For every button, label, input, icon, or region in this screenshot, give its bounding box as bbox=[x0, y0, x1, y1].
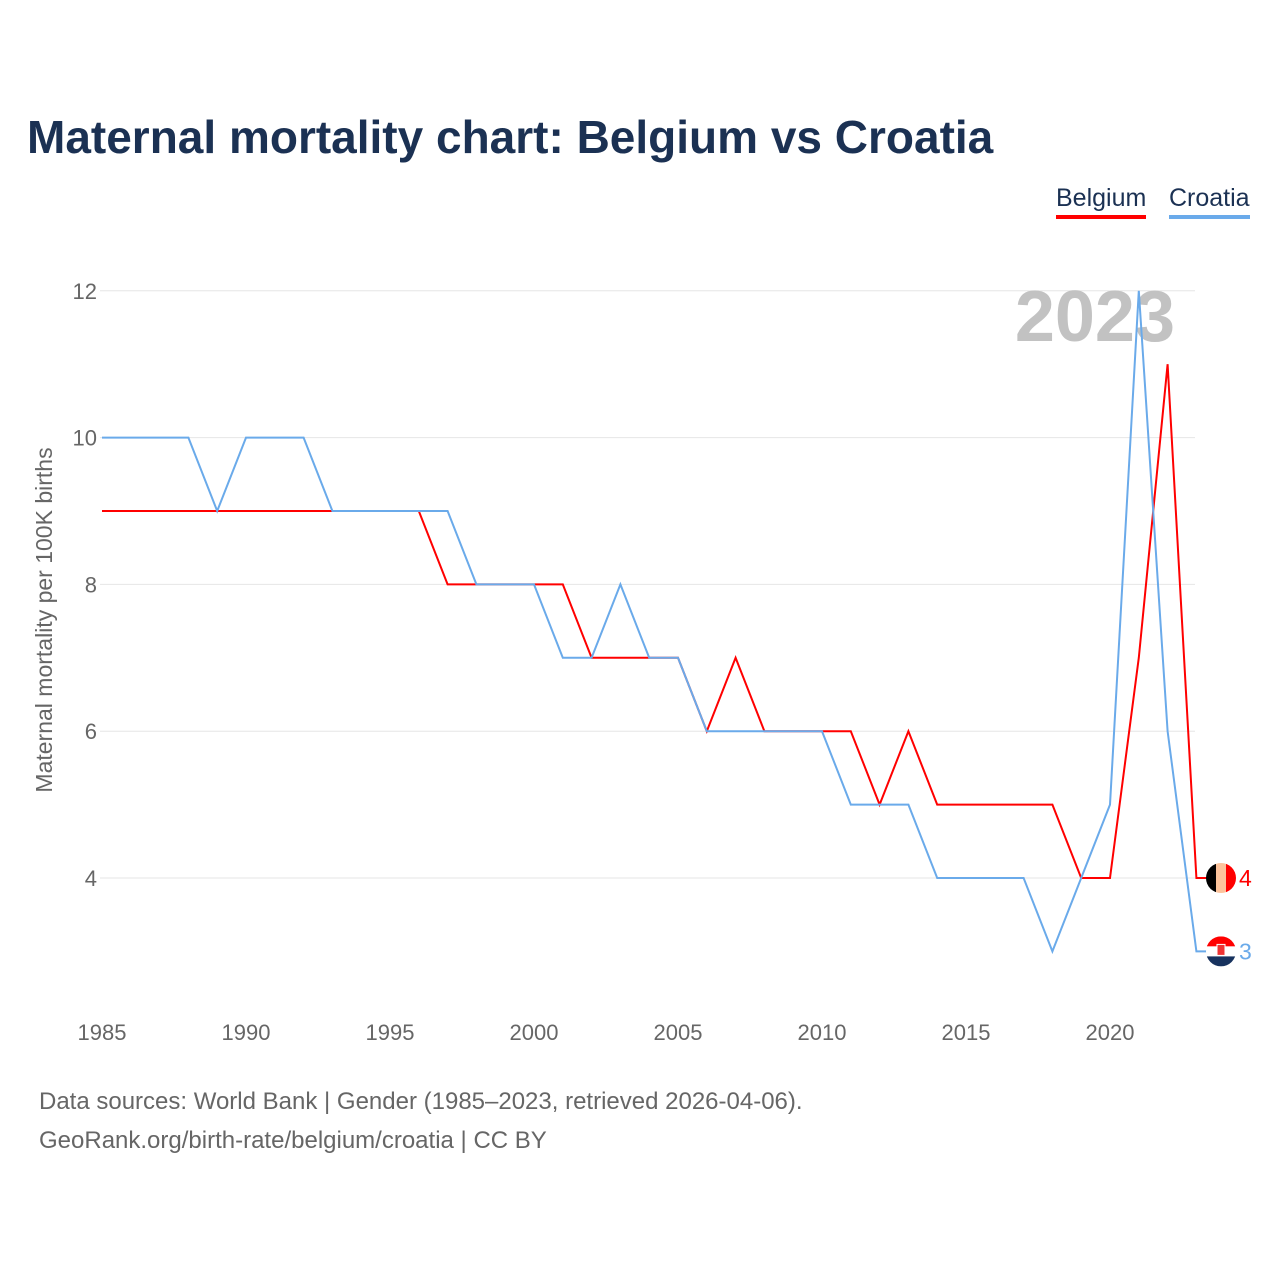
flag-croatia-stripe bbox=[1206, 936, 1236, 947]
x-tick-label: 2010 bbox=[798, 1020, 847, 1045]
flag-belgium-stripe bbox=[1216, 863, 1226, 893]
y-tick-label: 6 bbox=[85, 719, 97, 744]
flag-croatia-shield bbox=[1216, 943, 1226, 956]
series-line-croatia bbox=[102, 290, 1207, 955]
flag-belgium-stripe bbox=[1206, 863, 1216, 893]
flag-belgium-stripe bbox=[1226, 863, 1236, 893]
end-value-label-croatia: 3 bbox=[1239, 938, 1252, 964]
x-tick-label: 2020 bbox=[1086, 1020, 1135, 1045]
year-watermark: 2023 bbox=[1015, 277, 1175, 357]
x-tick-label: 1995 bbox=[366, 1020, 415, 1045]
series-line-belgium bbox=[102, 364, 1207, 879]
x-tick-label: 1985 bbox=[78, 1020, 127, 1045]
x-tick-label: 2005 bbox=[654, 1020, 703, 1045]
end-value-label-belgium: 4 bbox=[1239, 865, 1252, 891]
footer-link[interactable]: GeoRank.org/birth-rate/belgium/croatia |… bbox=[39, 1127, 547, 1154]
y-tick-label: 12 bbox=[73, 279, 97, 304]
chart-title: Maternal mortality chart: Belgium vs Cro… bbox=[27, 111, 994, 163]
x-tick-label: 2000 bbox=[510, 1020, 559, 1045]
x-tick-label: 1990 bbox=[222, 1020, 271, 1045]
y-tick-label: 10 bbox=[73, 426, 97, 451]
x-tick-label: 2015 bbox=[942, 1020, 991, 1045]
y-tick-label: 4 bbox=[85, 866, 97, 891]
legend-croatia[interactable]: Croatia bbox=[1169, 184, 1250, 219]
y-tick-label: 8 bbox=[85, 572, 97, 597]
legend-belgium[interactable]: Belgium bbox=[1056, 184, 1147, 219]
flag-croatia-stripe bbox=[1206, 956, 1236, 967]
y-axis-label: Maternal mortality per 100K births bbox=[31, 447, 57, 792]
footer-sources: Data sources: World Bank | Gender (1985–… bbox=[39, 1088, 803, 1115]
